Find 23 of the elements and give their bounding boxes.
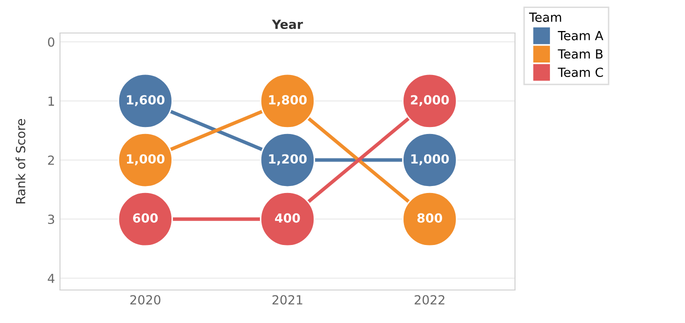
legend-label: Team A bbox=[558, 31, 604, 40]
annotation: 1,000 bbox=[411, 154, 449, 166]
annotation: 400 bbox=[275, 213, 300, 223]
y-tick-label: 0 bbox=[48, 37, 54, 47]
y-tick-label: 2 bbox=[48, 155, 54, 165]
annotation: 1,600 bbox=[126, 95, 164, 106]
y-tick-label: 4 bbox=[48, 274, 54, 283]
annotation: 800 bbox=[417, 213, 442, 223]
x-tick-label: 2022 bbox=[414, 295, 444, 305]
annotation: 1,800 bbox=[269, 95, 307, 106]
y-tick-label: 3 bbox=[48, 214, 54, 224]
annotation: 1,200 bbox=[269, 154, 307, 166]
y-axis-title: Rank of Score bbox=[16, 119, 26, 204]
legend-title: Team bbox=[529, 12, 562, 22]
x-axis-title: Year bbox=[272, 20, 303, 30]
annotation: 600 bbox=[133, 213, 158, 223]
legend-label: Team B bbox=[558, 49, 603, 59]
y-tick-label: 1 bbox=[48, 96, 54, 106]
x-tick-label: 2020 bbox=[130, 295, 160, 305]
annotation: 2,000 bbox=[410, 95, 449, 106]
annotation: 1,000 bbox=[126, 154, 164, 166]
legend-label: Team C bbox=[558, 68, 603, 78]
x-tick-label: 2021 bbox=[272, 295, 302, 305]
